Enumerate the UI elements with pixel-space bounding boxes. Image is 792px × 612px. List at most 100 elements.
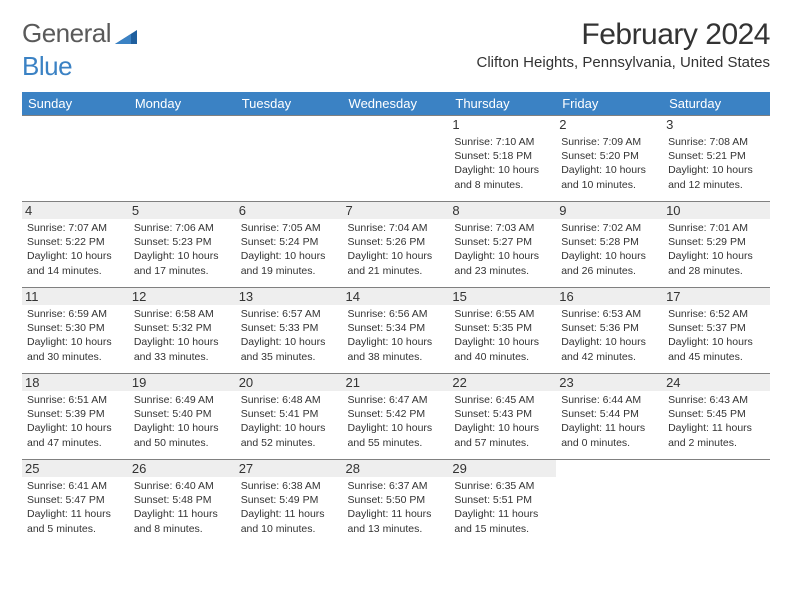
calendar-day-cell: 5Sunrise: 7:06 AMSunset: 5:23 PMDaylight… [129, 202, 236, 288]
brand-triangle-icon [115, 26, 137, 49]
day-details: Sunrise: 6:49 AMSunset: 5:40 PMDaylight:… [134, 393, 231, 450]
day-details: Sunrise: 7:06 AMSunset: 5:23 PMDaylight:… [134, 221, 231, 278]
day-number: 12 [129, 288, 236, 305]
calendar-week-row: 11 Sunrise: 6:59 AMSunset: 5:30 PMDayligh… [22, 288, 770, 374]
day-details: Sunrise: 6:37 AMSunset: 5:50 PMDaylight:… [348, 479, 445, 536]
calendar-day-cell: 17 Sunrise: 6:52 AMSunset: 5:37 PMDayligh… [663, 288, 770, 374]
calendar-week-row: 25 Sunrise: 6:41 AMSunset: 5:47 PMDayligh… [22, 460, 770, 546]
calendar-empty-cell [236, 116, 343, 202]
calendar-day-cell: 12Sunrise: 6:58 AMSunset: 5:32 PMDayligh… [129, 288, 236, 374]
calendar-day-cell: 9 Sunrise: 7:02 AMSunset: 5:28 PMDaylight… [556, 202, 663, 288]
day-number: 13 [236, 288, 343, 305]
day-number: 17 [663, 288, 770, 305]
location-text: Clifton Heights, Pennsylvania, United St… [477, 54, 771, 71]
calendar-body: 1 Sunrise: 7:10 AMSunset: 5:18 PMDaylight… [22, 116, 770, 546]
day-number: 24 [663, 374, 770, 391]
day-details: Sunrise: 6:56 AMSunset: 5:34 PMDaylight:… [348, 307, 445, 364]
calendar-day-cell: 19Sunrise: 6:49 AMSunset: 5:40 PMDayligh… [129, 374, 236, 460]
day-details: Sunrise: 6:53 AMSunset: 5:36 PMDaylight:… [561, 307, 658, 364]
calendar-day-cell: 24 Sunrise: 6:43 AMSunset: 5:45 PMDayligh… [663, 374, 770, 460]
day-details: Sunrise: 7:08 AMSunset: 5:21 PMDaylight:… [668, 135, 765, 192]
day-details: Sunrise: 6:57 AMSunset: 5:33 PMDaylight:… [241, 307, 338, 364]
calendar-day-cell: 20 Sunrise: 6:48 AMSunset: 5:41 PMDayligh… [236, 374, 343, 460]
calendar-day-cell: 13 Sunrise: 6:57 AMSunset: 5:33 PMDayligh… [236, 288, 343, 374]
day-details: Sunrise: 7:02 AMSunset: 5:28 PMDaylight:… [561, 221, 658, 278]
brand-text-1: General [22, 18, 111, 49]
calendar-day-cell: 27Sunrise: 6:38 AMSunset: 5:49 PMDayligh… [236, 460, 343, 546]
calendar-day-cell: 1 Sunrise: 7:10 AMSunset: 5:18 PMDaylight… [449, 116, 556, 202]
calendar-day-cell: 6 Sunrise: 7:05 AMSunset: 5:24 PMDaylight… [236, 202, 343, 288]
calendar-day-cell: 26Sunrise: 6:40 AMSunset: 5:48 PMDayligh… [129, 460, 236, 546]
day-details: Sunrise: 6:41 AMSunset: 5:47 PMDaylight:… [27, 479, 124, 536]
calendar-week-row: 1 Sunrise: 7:10 AMSunset: 5:18 PMDaylight… [22, 116, 770, 202]
calendar-day-cell: 10 Sunrise: 7:01 AMSunset: 5:29 PMDayligh… [663, 202, 770, 288]
weekday-header: Tuesday [236, 92, 343, 116]
day-number: 27 [236, 460, 343, 477]
calendar-empty-cell [663, 460, 770, 546]
day-details: Sunrise: 7:04 AMSunset: 5:26 PMDaylight:… [348, 221, 445, 278]
day-details: Sunrise: 6:52 AMSunset: 5:37 PMDaylight:… [668, 307, 765, 364]
calendar-day-cell: 28 Sunrise: 6:37 AMSunset: 5:50 PMDayligh… [343, 460, 450, 546]
calendar-week-row: 18 Sunrise: 6:51 AMSunset: 5:39 PMDayligh… [22, 374, 770, 460]
brand-logo: General [22, 18, 139, 49]
day-details: Sunrise: 6:44 AMSunset: 5:44 PMDaylight:… [561, 393, 658, 450]
day-number: 11 [22, 288, 129, 305]
calendar-day-cell: 21 Sunrise: 6:47 AMSunset: 5:42 PMDayligh… [343, 374, 450, 460]
day-number: 8 [449, 202, 556, 219]
day-number: 26 [129, 460, 236, 477]
calendar-day-cell: 15 Sunrise: 6:55 AMSunset: 5:35 PMDayligh… [449, 288, 556, 374]
day-number: 15 [449, 288, 556, 305]
day-details: Sunrise: 6:59 AMSunset: 5:30 PMDaylight:… [27, 307, 124, 364]
month-title: February 2024 [477, 18, 771, 52]
calendar-day-cell: 29Sunrise: 6:35 AMSunset: 5:51 PMDayligh… [449, 460, 556, 546]
day-details: Sunrise: 7:05 AMSunset: 5:24 PMDaylight:… [241, 221, 338, 278]
calendar-day-cell: 25 Sunrise: 6:41 AMSunset: 5:47 PMDayligh… [22, 460, 129, 546]
day-details: Sunrise: 7:01 AMSunset: 5:29 PMDaylight:… [668, 221, 765, 278]
brand-text-2: Blue [22, 51, 72, 82]
calendar-week-row: 4 Sunrise: 7:07 AMSunset: 5:22 PMDaylight… [22, 202, 770, 288]
day-details: Sunrise: 6:47 AMSunset: 5:42 PMDaylight:… [348, 393, 445, 450]
day-number: 18 [22, 374, 129, 391]
calendar-header-row: SundayMondayTuesdayWednesdayThursdayFrid… [22, 92, 770, 116]
calendar-day-cell: 3 Sunrise: 7:08 AMSunset: 5:21 PMDaylight… [663, 116, 770, 202]
day-number: 25 [22, 460, 129, 477]
weekday-header: Thursday [449, 92, 556, 116]
calendar-day-cell: 14Sunrise: 6:56 AMSunset: 5:34 PMDayligh… [343, 288, 450, 374]
calendar-day-cell: 23 Sunrise: 6:44 AMSunset: 5:44 PMDayligh… [556, 374, 663, 460]
day-details: Sunrise: 6:43 AMSunset: 5:45 PMDaylight:… [668, 393, 765, 450]
day-details: Sunrise: 7:07 AMSunset: 5:22 PMDaylight:… [27, 221, 124, 278]
day-details: Sunrise: 6:35 AMSunset: 5:51 PMDaylight:… [454, 479, 551, 536]
day-details: Sunrise: 6:45 AMSunset: 5:43 PMDaylight:… [454, 393, 551, 450]
day-details: Sunrise: 6:48 AMSunset: 5:41 PMDaylight:… [241, 393, 338, 450]
calendar-day-cell: 2Sunrise: 7:09 AMSunset: 5:20 PMDaylight… [556, 116, 663, 202]
day-number: 28 [343, 460, 450, 477]
weekday-header: Saturday [663, 92, 770, 116]
calendar-day-cell: 11 Sunrise: 6:59 AMSunset: 5:30 PMDayligh… [22, 288, 129, 374]
calendar-day-cell: 16 Sunrise: 6:53 AMSunset: 5:36 PMDayligh… [556, 288, 663, 374]
title-block: February 2024 Clifton Heights, Pennsylva… [477, 18, 771, 71]
day-details: Sunrise: 7:03 AMSunset: 5:27 PMDaylight:… [454, 221, 551, 278]
day-number: 3 [663, 116, 770, 133]
day-number: 16 [556, 288, 663, 305]
day-number: 20 [236, 374, 343, 391]
weekday-header: Friday [556, 92, 663, 116]
day-number: 6 [236, 202, 343, 219]
day-number: 23 [556, 374, 663, 391]
day-details: Sunrise: 6:55 AMSunset: 5:35 PMDaylight:… [454, 307, 551, 364]
calendar-day-cell: 7 Sunrise: 7:04 AMSunset: 5:26 PMDaylight… [343, 202, 450, 288]
day-number: 9 [556, 202, 663, 219]
day-number: 2 [556, 116, 663, 133]
day-number: 1 [449, 116, 556, 133]
day-details: Sunrise: 6:51 AMSunset: 5:39 PMDaylight:… [27, 393, 124, 450]
calendar-day-cell: 4 Sunrise: 7:07 AMSunset: 5:22 PMDaylight… [22, 202, 129, 288]
day-number: 4 [22, 202, 129, 219]
day-number: 22 [449, 374, 556, 391]
calendar-day-cell: 8 Sunrise: 7:03 AMSunset: 5:27 PMDaylight… [449, 202, 556, 288]
day-number: 21 [343, 374, 450, 391]
calendar-empty-cell [343, 116, 450, 202]
day-number: 7 [343, 202, 450, 219]
day-number: 10 [663, 202, 770, 219]
day-details: Sunrise: 7:10 AMSunset: 5:18 PMDaylight:… [454, 135, 551, 192]
calendar-day-cell: 22 Sunrise: 6:45 AMSunset: 5:43 PMDayligh… [449, 374, 556, 460]
calendar-empty-cell [129, 116, 236, 202]
